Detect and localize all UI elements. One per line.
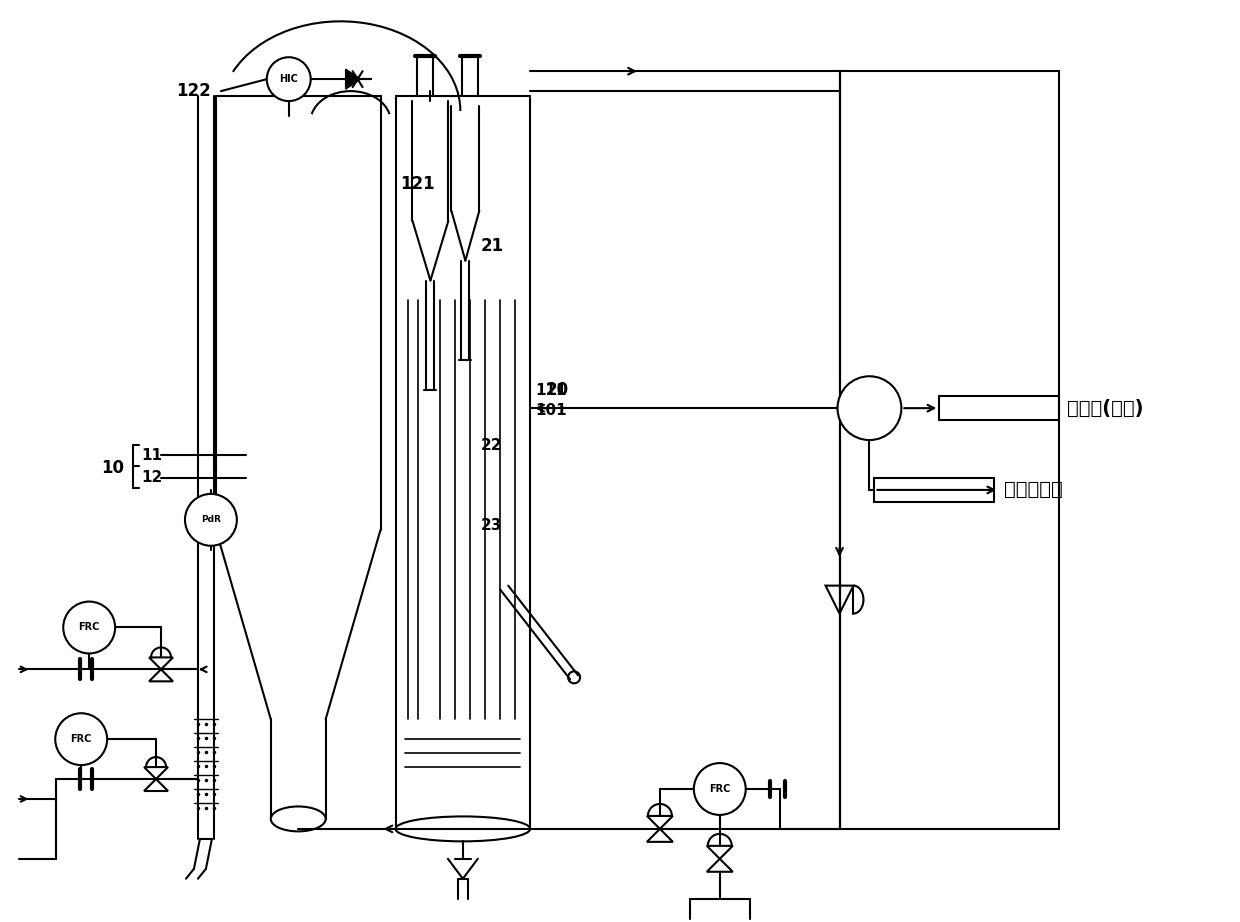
Ellipse shape xyxy=(396,816,531,842)
Circle shape xyxy=(837,376,901,440)
Ellipse shape xyxy=(270,807,326,832)
Polygon shape xyxy=(346,69,361,89)
Text: HIC: HIC xyxy=(279,74,298,84)
Text: 111: 111 xyxy=(536,384,567,398)
Circle shape xyxy=(267,57,311,101)
Text: 12: 12 xyxy=(141,470,162,486)
Text: 11: 11 xyxy=(141,447,162,463)
Text: 101: 101 xyxy=(536,403,567,419)
Circle shape xyxy=(56,714,107,765)
Text: 21: 21 xyxy=(480,237,503,254)
Text: 23: 23 xyxy=(480,518,502,533)
Text: 烯烃产品气: 烯烃产品气 xyxy=(1004,480,1063,500)
Text: 22: 22 xyxy=(480,438,502,453)
Text: FRC: FRC xyxy=(709,784,730,794)
Text: 20: 20 xyxy=(546,381,568,399)
Text: PdR: PdR xyxy=(201,515,221,525)
Circle shape xyxy=(63,601,115,654)
Text: 121: 121 xyxy=(401,175,435,193)
Text: FRC: FRC xyxy=(71,734,92,744)
Text: FRC: FRC xyxy=(78,622,100,632)
Text: 10: 10 xyxy=(102,459,125,477)
Circle shape xyxy=(185,494,237,546)
Text: 原料气(甲醇): 原料气(甲醇) xyxy=(1066,398,1143,418)
Circle shape xyxy=(694,763,745,815)
Text: 122: 122 xyxy=(176,82,211,100)
